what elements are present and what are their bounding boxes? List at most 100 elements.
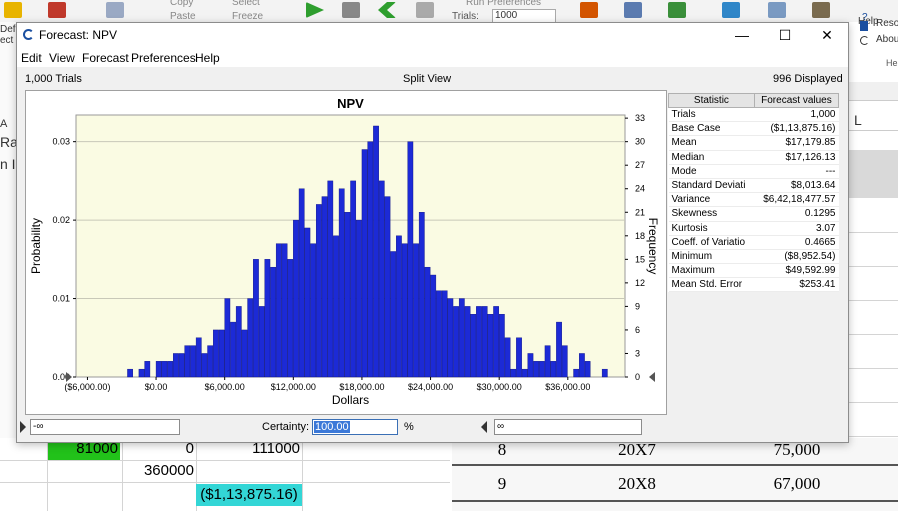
ribbon-tools-icon[interactable] [722, 2, 740, 18]
cell-81000[interactable]: 81000 [48, 438, 120, 460]
stat-name: Base Case [668, 121, 755, 137]
ribbon-wrench-icon[interactable] [812, 2, 830, 18]
histogram-bar [201, 353, 208, 378]
lower-grabber-icon[interactable] [20, 421, 26, 433]
stats-row: Skewness 0.1295 [668, 206, 839, 222]
ribbon-extract-icon[interactable] [668, 2, 686, 18]
histogram-bar [561, 345, 568, 378]
row-amount-8[interactable]: 75,000 [773, 440, 821, 459]
window-title: Forecast: NPV [39, 28, 118, 42]
ribbon-trials-input[interactable]: 1000 [492, 9, 556, 23]
histogram-bar [350, 180, 357, 378]
stat-name: Trials [668, 107, 755, 123]
y2-tick-label: 12 [635, 278, 645, 288]
y2-tick-label: 24 [635, 184, 645, 194]
histogram-bar [430, 274, 437, 378]
stat-name: Maximum [668, 263, 755, 279]
row-amount-9[interactable]: 67,000 [773, 474, 821, 493]
y2-tick-label: 27 [635, 160, 645, 170]
excel-ribbon: Copy Select Paste Freeze Run Preferences… [0, 0, 898, 23]
histogram-bar [361, 149, 368, 378]
ribbon-run-prefs-label[interactable]: Run Preferences [466, 0, 542, 8]
menu-forecast[interactable]: Forecast [82, 51, 129, 65]
menu-edit[interactable]: Edit [21, 51, 42, 65]
upper-grabber-icon[interactable] [481, 421, 487, 433]
histogram-bar [281, 243, 288, 378]
run-icon[interactable] [306, 2, 324, 18]
histogram-bar [573, 368, 580, 378]
col-header-l[interactable]: L [854, 112, 862, 128]
histogram-bar [550, 361, 557, 378]
histogram-bar [464, 306, 471, 378]
stat-value: $8,013.64 [754, 178, 839, 194]
cell-111000[interactable]: 111000 [252, 440, 300, 457]
excel-left-strip: Def ect A Ra n I [0, 22, 18, 442]
row-size-8[interactable]: 20X7 [618, 440, 656, 459]
forecast-window[interactable]: Forecast: NPV — ☐ ✕ Edit View Forecast P… [16, 22, 849, 443]
histogram-bar [264, 259, 271, 378]
row-size-9[interactable]: 20X8 [618, 474, 656, 493]
ribbon-copy-label[interactable]: Copy [170, 0, 194, 8]
percent-label: % [404, 421, 414, 433]
ribbon-table-icon[interactable] [106, 2, 124, 18]
y2-tick-label: 0 [635, 372, 640, 382]
lower-bound-input[interactable]: -∞ [30, 419, 180, 435]
ribbon-select-label[interactable]: Select [232, 0, 260, 8]
reset-icon[interactable] [378, 2, 396, 18]
histogram-bar [230, 321, 236, 378]
help-menu-item[interactable]: Help [858, 16, 879, 27]
excel-right-strip: Help ? Reso Abou He L [848, 12, 898, 511]
histogram-bar [556, 321, 562, 378]
histogram-bar [287, 259, 294, 378]
menu-help[interactable]: Help [195, 51, 220, 65]
ribbon-define-icon[interactable] [4, 2, 22, 18]
histogram-bar [418, 212, 425, 378]
x-axis-label: Dollars [332, 393, 369, 407]
stats-row: Mean Std. Error $253.41 [668, 277, 839, 293]
histogram-bar [195, 337, 202, 378]
ribbon-report-icon[interactable] [624, 2, 642, 18]
histogram-bar [310, 243, 316, 378]
cell-360000[interactable]: 360000 [143, 462, 194, 479]
cell-0[interactable]: 0 [185, 440, 194, 457]
histogram-bar [539, 361, 545, 378]
row-n-9[interactable]: 9 [497, 474, 507, 493]
stat-name: Variance [668, 192, 755, 208]
histogram-bar [516, 337, 522, 378]
stats-row: Base Case ($1,13,875.16) [668, 121, 839, 137]
stat-value: $253.41 [754, 277, 839, 293]
cell-base-npv[interactable]: ($1,13,875.16) [196, 484, 302, 506]
minimize-button[interactable]: — [735, 27, 749, 43]
certainty-input[interactable]: 100.00 [312, 419, 398, 435]
close-button[interactable]: ✕ [821, 27, 833, 43]
upper-bound-input[interactable]: ∞ [494, 419, 642, 435]
maximize-button[interactable]: ☐ [778, 27, 792, 43]
ribbon-chart-icon[interactable] [48, 2, 66, 18]
histogram-bar [333, 235, 339, 378]
title-bar[interactable]: Forecast: NPV — ☐ ✕ [17, 23, 848, 47]
stop-icon[interactable] [342, 2, 360, 18]
about-menu-item[interactable]: Abou [876, 34, 898, 45]
menu-preferences[interactable]: Preferences [131, 51, 196, 65]
help-icon: ? [862, 12, 868, 23]
y-tick-label: 0.03 [52, 137, 70, 147]
histogram-bar [298, 188, 305, 378]
y-tick-label: 0.02 [52, 215, 70, 225]
menu-view[interactable]: View [49, 51, 75, 65]
stat-name: Coeff. of Variatio [668, 235, 755, 250]
ribbon-paste-label[interactable]: Paste [170, 11, 196, 22]
stat-value: 1,000 [754, 107, 839, 123]
ribbon-freeze-label[interactable]: Freeze [232, 11, 264, 22]
step-icon[interactable] [416, 2, 434, 18]
histogram-bar [178, 353, 185, 378]
histogram-bar [533, 361, 540, 378]
certainty-value[interactable]: 100.00 [314, 421, 350, 433]
ribbon-analyze-icon[interactable] [580, 2, 598, 18]
histogram-bar [544, 345, 551, 378]
resources-menu-item[interactable]: Reso [876, 18, 898, 29]
chart-title: NPV [337, 96, 364, 111]
row-n-8[interactable]: 8 [497, 440, 507, 459]
chart-panel: NPV 0.00 0.01 0.02 0.03 0 3 6 9 12 15 18 21 24 27 30 33 (… [25, 90, 667, 415]
stats-row: Mean $17,179.85 [668, 135, 839, 151]
ribbon-trend-icon[interactable] [768, 2, 786, 18]
